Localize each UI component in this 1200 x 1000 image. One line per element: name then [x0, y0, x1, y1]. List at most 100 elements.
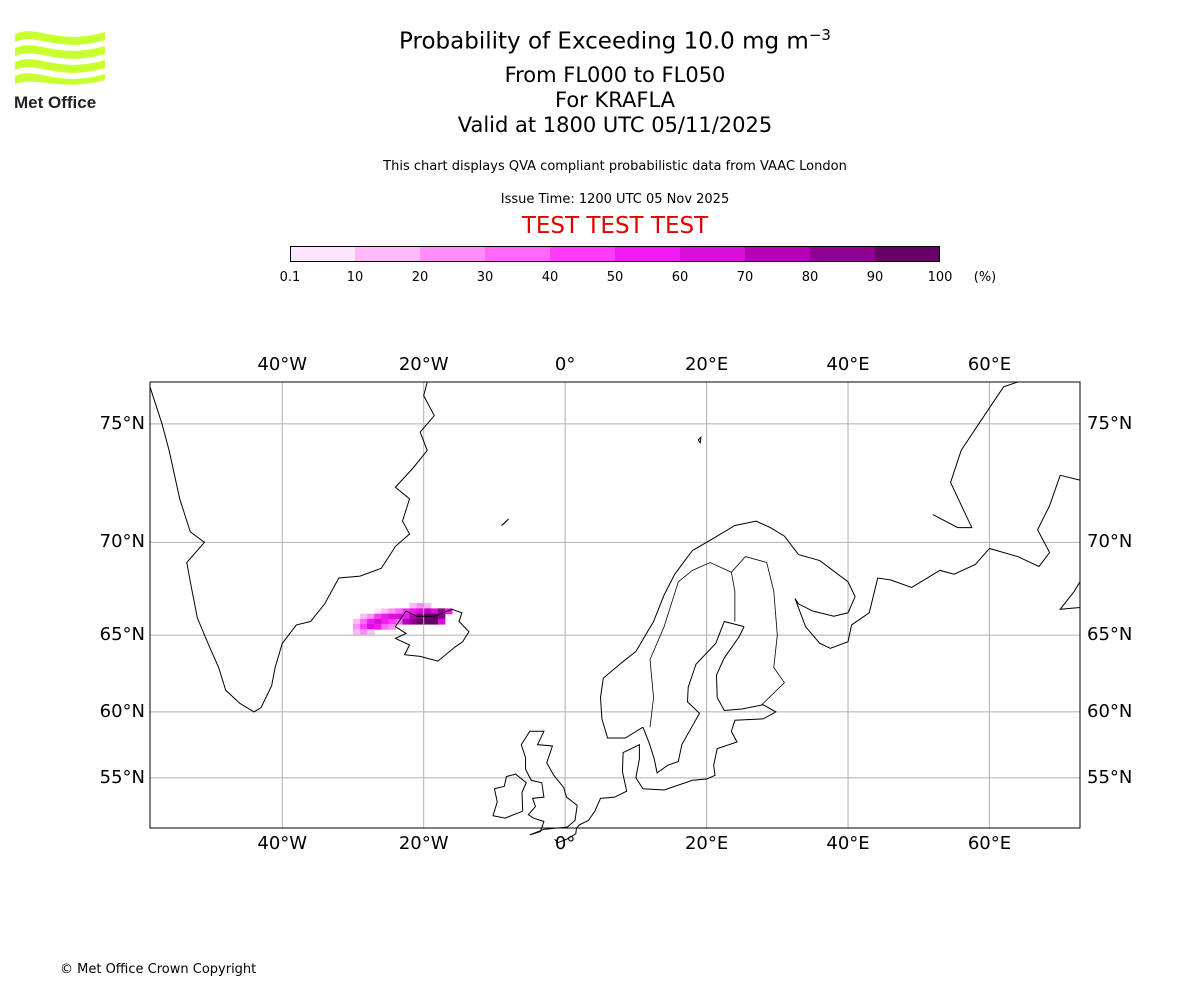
lat-label-right: 65°N: [1087, 624, 1133, 646]
coastline-baltic: [642, 620, 745, 774]
met-office-logo: Met Office: [12, 28, 108, 116]
copyright: © Met Office Crown Copyright: [60, 962, 257, 977]
lat-label-right: 60°N: [1087, 700, 1133, 722]
ash-probability-cell: [409, 608, 418, 615]
colorbar-bin: [550, 246, 615, 262]
lon-label-top: 40°E: [826, 354, 870, 375]
country-border: [649, 556, 767, 728]
colorbar-bin: [485, 246, 550, 262]
volcano-name: For KRAFLA: [555, 88, 675, 112]
lat-label-left: 65°N: [99, 624, 145, 646]
ash-probability-cell: [430, 608, 439, 615]
lon-label-top: 60°E: [967, 354, 1012, 375]
ash-probability-cell: [381, 608, 389, 615]
map-background: [150, 382, 1080, 828]
colorbar-unit: (%): [973, 270, 997, 285]
ash-probability-cell: [352, 629, 361, 635]
ash-probability-cell: [416, 603, 425, 609]
ash-probability-cell: [437, 613, 446, 620]
lon-label-top: 20°W: [398, 354, 449, 375]
ash-probability-cell: [367, 624, 375, 630]
lon-label-bottom: 40°W: [257, 833, 308, 854]
title-main: Probability of Exceeding 10.0 mg m: [399, 28, 809, 55]
country-border: [730, 572, 736, 622]
ash-probability-cell: [352, 624, 361, 630]
ash-probability-cell: [360, 629, 368, 635]
ash-probability-cell: [388, 618, 396, 625]
colorbar-tick-label: 10: [346, 270, 364, 285]
lon-label-bottom: 20°E: [684, 833, 729, 854]
ash-probability-cell: [423, 603, 432, 609]
ash-probability-cell: [388, 608, 396, 615]
colorbar-tick-label: 40: [541, 270, 559, 285]
lat-label-left: 55°N: [99, 766, 145, 788]
valid-time: Valid at 1800 UTC 05/11/2025: [457, 113, 773, 137]
lon-label-bottom: 60°E: [967, 833, 1012, 854]
colorbar-tick-label: 60: [671, 270, 689, 285]
flight-level: From FL000 to FL050: [504, 63, 726, 87]
coastline-greenland: [149, 381, 435, 713]
colorbar-tick-label: 50: [606, 270, 624, 285]
ash-probability-cell: [367, 618, 375, 625]
lat-label-left: 75°N: [99, 412, 145, 434]
colorbar-bin: [615, 246, 680, 262]
colorbar-bin: [810, 246, 875, 262]
ash-probability-cell: [437, 608, 446, 615]
ash-probability-cell: [395, 608, 403, 615]
ash-probability-cell: [423, 608, 432, 615]
ash-probability-cell: [381, 624, 389, 630]
colorbar-bin: [290, 246, 355, 262]
chart-title: Probability of Exceeding 10.0 mg m−3: [0, 26, 1200, 55]
ash-probability-cell: [388, 613, 396, 620]
colorbar-tick-label: 80: [801, 270, 819, 285]
country-border: [761, 562, 785, 706]
ash-probability-cell: [416, 608, 425, 615]
lat-label-right: 70°N: [1087, 531, 1133, 553]
map-frame: [149, 381, 1081, 829]
colorbar-tick-label: 0.1: [279, 270, 301, 285]
ash-probability-cell: [374, 608, 382, 615]
ash-probability-cell: [374, 624, 382, 630]
ash-probability-cell: [360, 613, 368, 620]
title-sup: −3: [808, 26, 831, 44]
colorbar-tick-label: 20: [411, 270, 429, 285]
ash-probability-cell: [423, 618, 432, 625]
chart-subtitle: From FL000 to FL050 For KRAFLA Valid at …: [0, 63, 1200, 138]
coastline-uk: [520, 730, 578, 836]
ash-probability-cell: [402, 618, 411, 625]
ash-probability-cell: [444, 608, 453, 615]
ash-probability-cell: [374, 613, 382, 620]
ash-probability-cell: [409, 613, 418, 620]
ash-probability-cell: [381, 613, 389, 620]
lon-label-bottom: 0°: [554, 833, 576, 854]
ash-probability-cell: [360, 618, 368, 625]
colorbar-bin: [875, 246, 940, 262]
lon-label-top: 40°W: [257, 354, 308, 375]
colorbar-tick-label: 90: [866, 270, 884, 285]
colorbar-tick-label: 70: [736, 270, 754, 285]
logo-text: Met Office: [14, 93, 96, 112]
lat-label-right: 55°N: [1087, 766, 1133, 788]
colorbar-bin: [420, 246, 485, 262]
colorbar-tick-label: 100: [927, 270, 953, 285]
ash-probability-cell: [416, 618, 425, 625]
coastline-bear-island: [697, 436, 702, 444]
colorbar-bin: [745, 246, 810, 262]
test-banner: TEST TEST TEST: [521, 213, 709, 239]
ash-probability-cell: [367, 613, 375, 620]
lon-label-top: 0°: [554, 354, 576, 375]
lon-label-bottom: 40°E: [826, 833, 870, 854]
coastline-ireland: [492, 773, 527, 819]
coastline-iceland: [394, 608, 470, 662]
ash-probability-cell: [367, 629, 375, 635]
coastline-france: [554, 828, 577, 844]
coastline-finland: [576, 626, 777, 829]
ash-probability-cell: [409, 603, 418, 609]
lon-label-bottom: 20°W: [398, 833, 449, 854]
lat-label-left: 70°N: [99, 531, 145, 553]
colorbar-tick-label: 30: [476, 270, 494, 285]
colorbar-bin: [355, 246, 420, 262]
lat-label-right: 75°N: [1087, 412, 1133, 434]
